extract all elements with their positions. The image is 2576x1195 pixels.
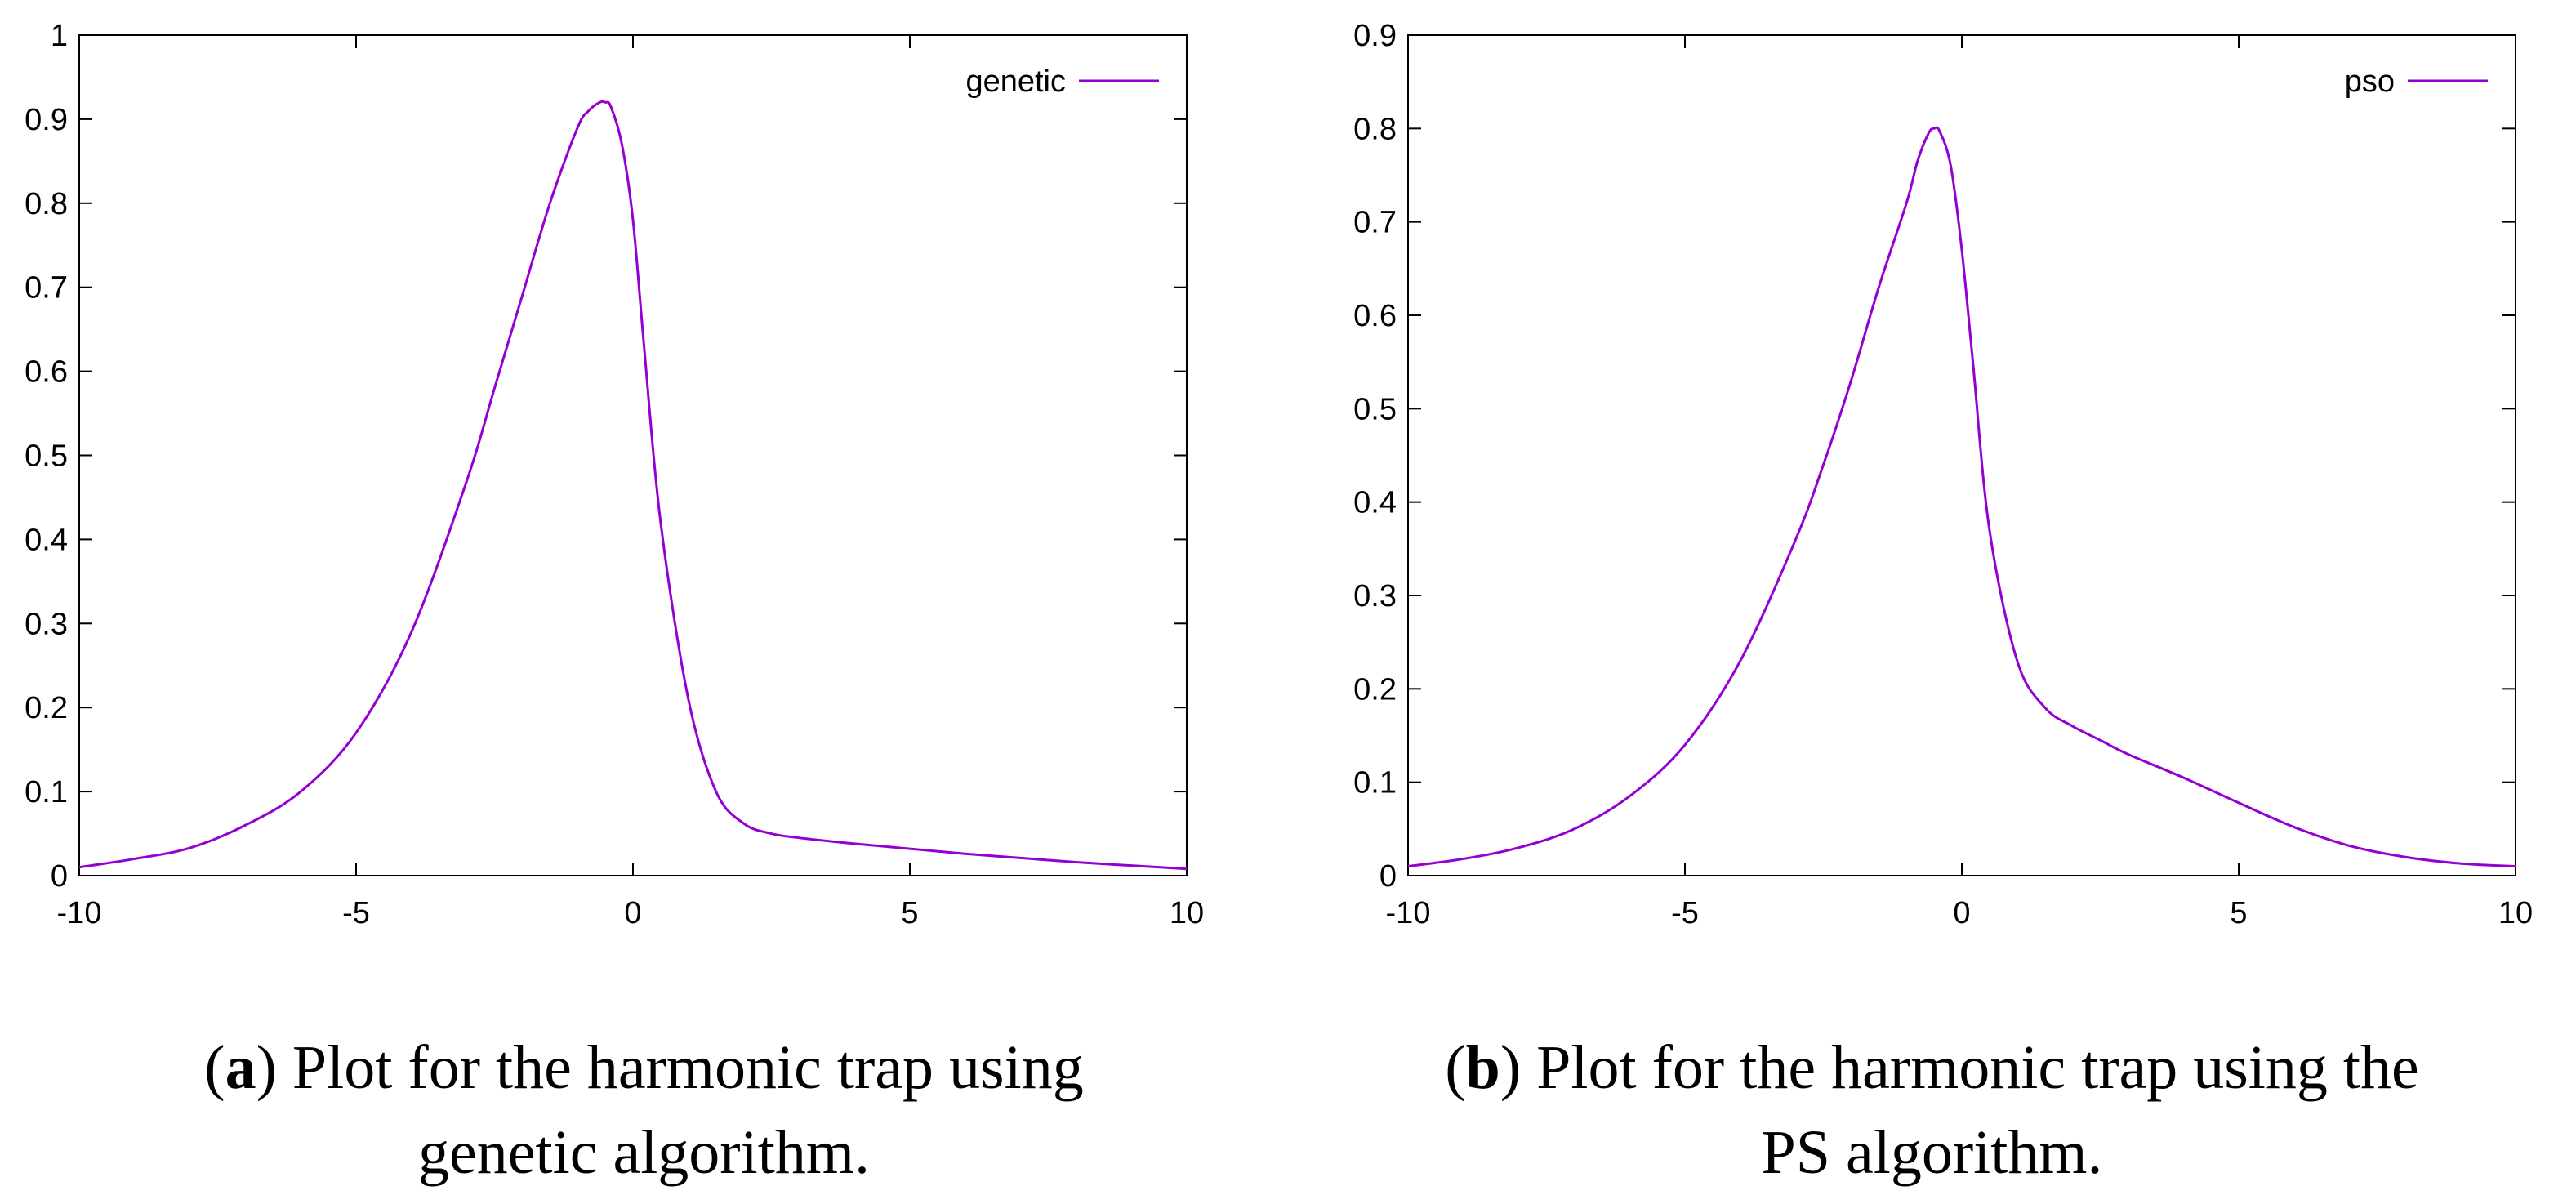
y-tick-label: 0 <box>1379 859 1397 894</box>
caption-b: (b) Plot for the harmonic trap using the… <box>1288 1025 2576 1195</box>
chart-genetic: 0 0.1 0.2 0.3 0.4 0.5 0.6 0.7 0.8 0.9 1 -10 -5 0 5 10 ge… <box>25 19 1204 930</box>
y-tick-label: 0.1 <box>1353 766 1397 800</box>
series-line-pso <box>1407 126 2516 868</box>
y-tick-label: 0.2 <box>25 691 68 725</box>
x-tick-label: 0 <box>1953 896 1970 930</box>
x-tick-label: -5 <box>342 896 370 930</box>
plot-frame <box>78 34 1188 876</box>
y-tick-label: 0.7 <box>1353 206 1397 240</box>
panel-b: 0 0.1 0.2 0.3 0.4 0.5 0.6 0.7 0.8 0.9 -10 -5 0 5 10 pso… <box>1288 0 2576 1193</box>
chart-pso: 0 0.1 0.2 0.3 0.4 0.5 0.6 0.7 0.8 0.9 -10 -5 0 5 10 pso <box>1353 19 2533 930</box>
caption-b-line1: ) Plot for the harmonic trap using the <box>1500 1033 2419 1102</box>
y-tick-label: 0.3 <box>1353 579 1397 613</box>
legend-label: pso <box>2345 65 2395 99</box>
x-tick-label: 0 <box>624 896 641 930</box>
caption-a-line1: ) Plot for the harmonic trap using <box>256 1033 1084 1102</box>
y-tick-label: 0.6 <box>1353 299 1397 333</box>
y-tick-label: 0.5 <box>1353 392 1397 426</box>
legend-label: genetic <box>965 65 1066 99</box>
y-tick-label: 0.4 <box>25 523 68 557</box>
y-tick-label: 0.8 <box>25 187 68 221</box>
caption-a-tag: a <box>225 1033 256 1102</box>
x-tick-label: 10 <box>1170 896 1204 930</box>
x-tick-label: 5 <box>901 896 918 930</box>
x-tick-label: -10 <box>57 896 102 930</box>
y-tick-label: 0.1 <box>25 775 68 809</box>
y-tick-label: 0.9 <box>1353 19 1397 53</box>
x-tick-label: -10 <box>1386 896 1431 930</box>
y-tick-label: 0.9 <box>25 103 68 137</box>
y-tick-label: 0.7 <box>25 271 68 305</box>
caption-b-line2: PS algorithm. <box>1761 1118 2103 1187</box>
x-tick-label: 10 <box>2498 896 2533 930</box>
x-tick-label: 5 <box>2230 896 2247 930</box>
y-tick-label: 1 <box>51 19 68 53</box>
plot-frame <box>1407 34 2516 876</box>
caption-a: (a) Plot for the harmonic trap using gen… <box>0 1025 1288 1195</box>
y-tick-label: 0.5 <box>25 439 68 474</box>
y-tick-label: 0.6 <box>25 355 68 390</box>
y-tick-label: 0.8 <box>1353 112 1397 146</box>
y-tick-label: 0.4 <box>1353 486 1397 520</box>
y-tick-label: 0 <box>51 859 68 894</box>
y-tick-label: 0.3 <box>25 607 68 641</box>
series-line-genetic <box>78 100 1188 871</box>
caption-b-tag: b <box>1465 1033 1500 1102</box>
y-tick-label: 0.2 <box>1353 672 1397 707</box>
x-tick-label: -5 <box>1671 896 1699 930</box>
caption-a-line2: genetic algorithm. <box>418 1118 870 1187</box>
panel-a: 0 0.1 0.2 0.3 0.4 0.5 0.6 0.7 0.8 0.9 1 -10 -5 0 5 10 ge… <box>0 0 1288 1193</box>
